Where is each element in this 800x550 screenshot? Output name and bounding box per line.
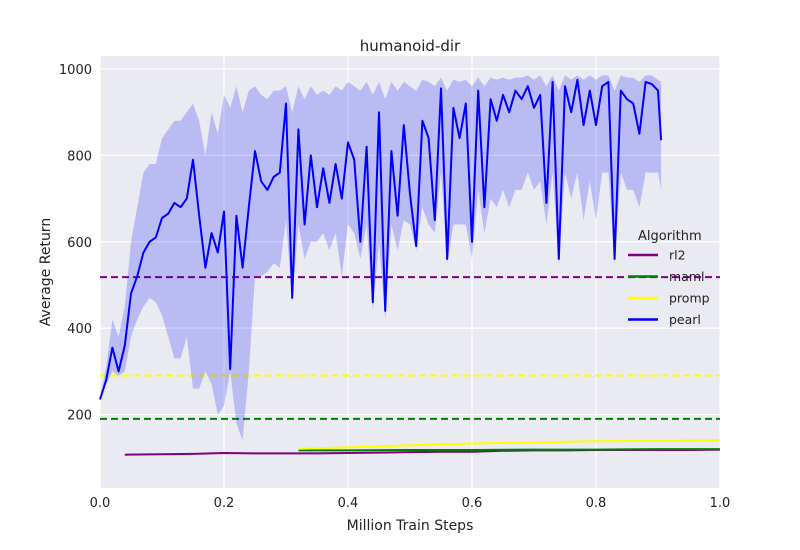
x-axis-ticks: 0.0 0.2 0.4 0.6 0.8 1.0 — [90, 496, 731, 511]
y-axis-ticks: 200 400 600 800 1000 — [59, 63, 92, 424]
pearl-line — [99, 78, 663, 400]
x-tick-label: 0.4 — [338, 496, 359, 511]
y-tick-label: 1000 — [59, 63, 92, 78]
x-tick-label: 0.8 — [586, 496, 607, 511]
x-tick-label: 0.0 — [90, 496, 111, 511]
series-lines — [99, 78, 721, 456]
y-tick-label: 600 — [67, 236, 92, 251]
y-tick-label: 400 — [67, 322, 92, 337]
y-axis-label: Average Return — [38, 218, 54, 326]
legend-label-maml: maml — [669, 269, 705, 284]
x-axis-label: Million Train Steps — [347, 518, 474, 534]
legend-label-rl2: rl2 — [669, 248, 686, 263]
legend-label-promp: promp — [669, 291, 710, 306]
plot-area — [100, 56, 720, 488]
pearl-band — [100, 75, 662, 441]
promp-line — [298, 439, 721, 450]
reference-lines — [100, 276, 720, 420]
legend-label-pearl: pearl — [669, 312, 701, 327]
grid-lines — [99, 56, 721, 488]
x-tick-label: 0.6 — [462, 496, 483, 511]
legend: Algorithm rl2 maml promp pearl — [628, 229, 710, 327]
y-tick-label: 800 — [67, 149, 92, 164]
maml-line — [298, 448, 720, 452]
x-tick-label: 0.2 — [214, 496, 235, 511]
confidence-bands — [100, 75, 662, 441]
y-tick-label: 200 — [67, 409, 92, 424]
chart-title: humanoid-dir — [360, 37, 461, 55]
x-tick-label: 1.0 — [710, 496, 731, 511]
legend-title: Algorithm — [638, 229, 702, 244]
